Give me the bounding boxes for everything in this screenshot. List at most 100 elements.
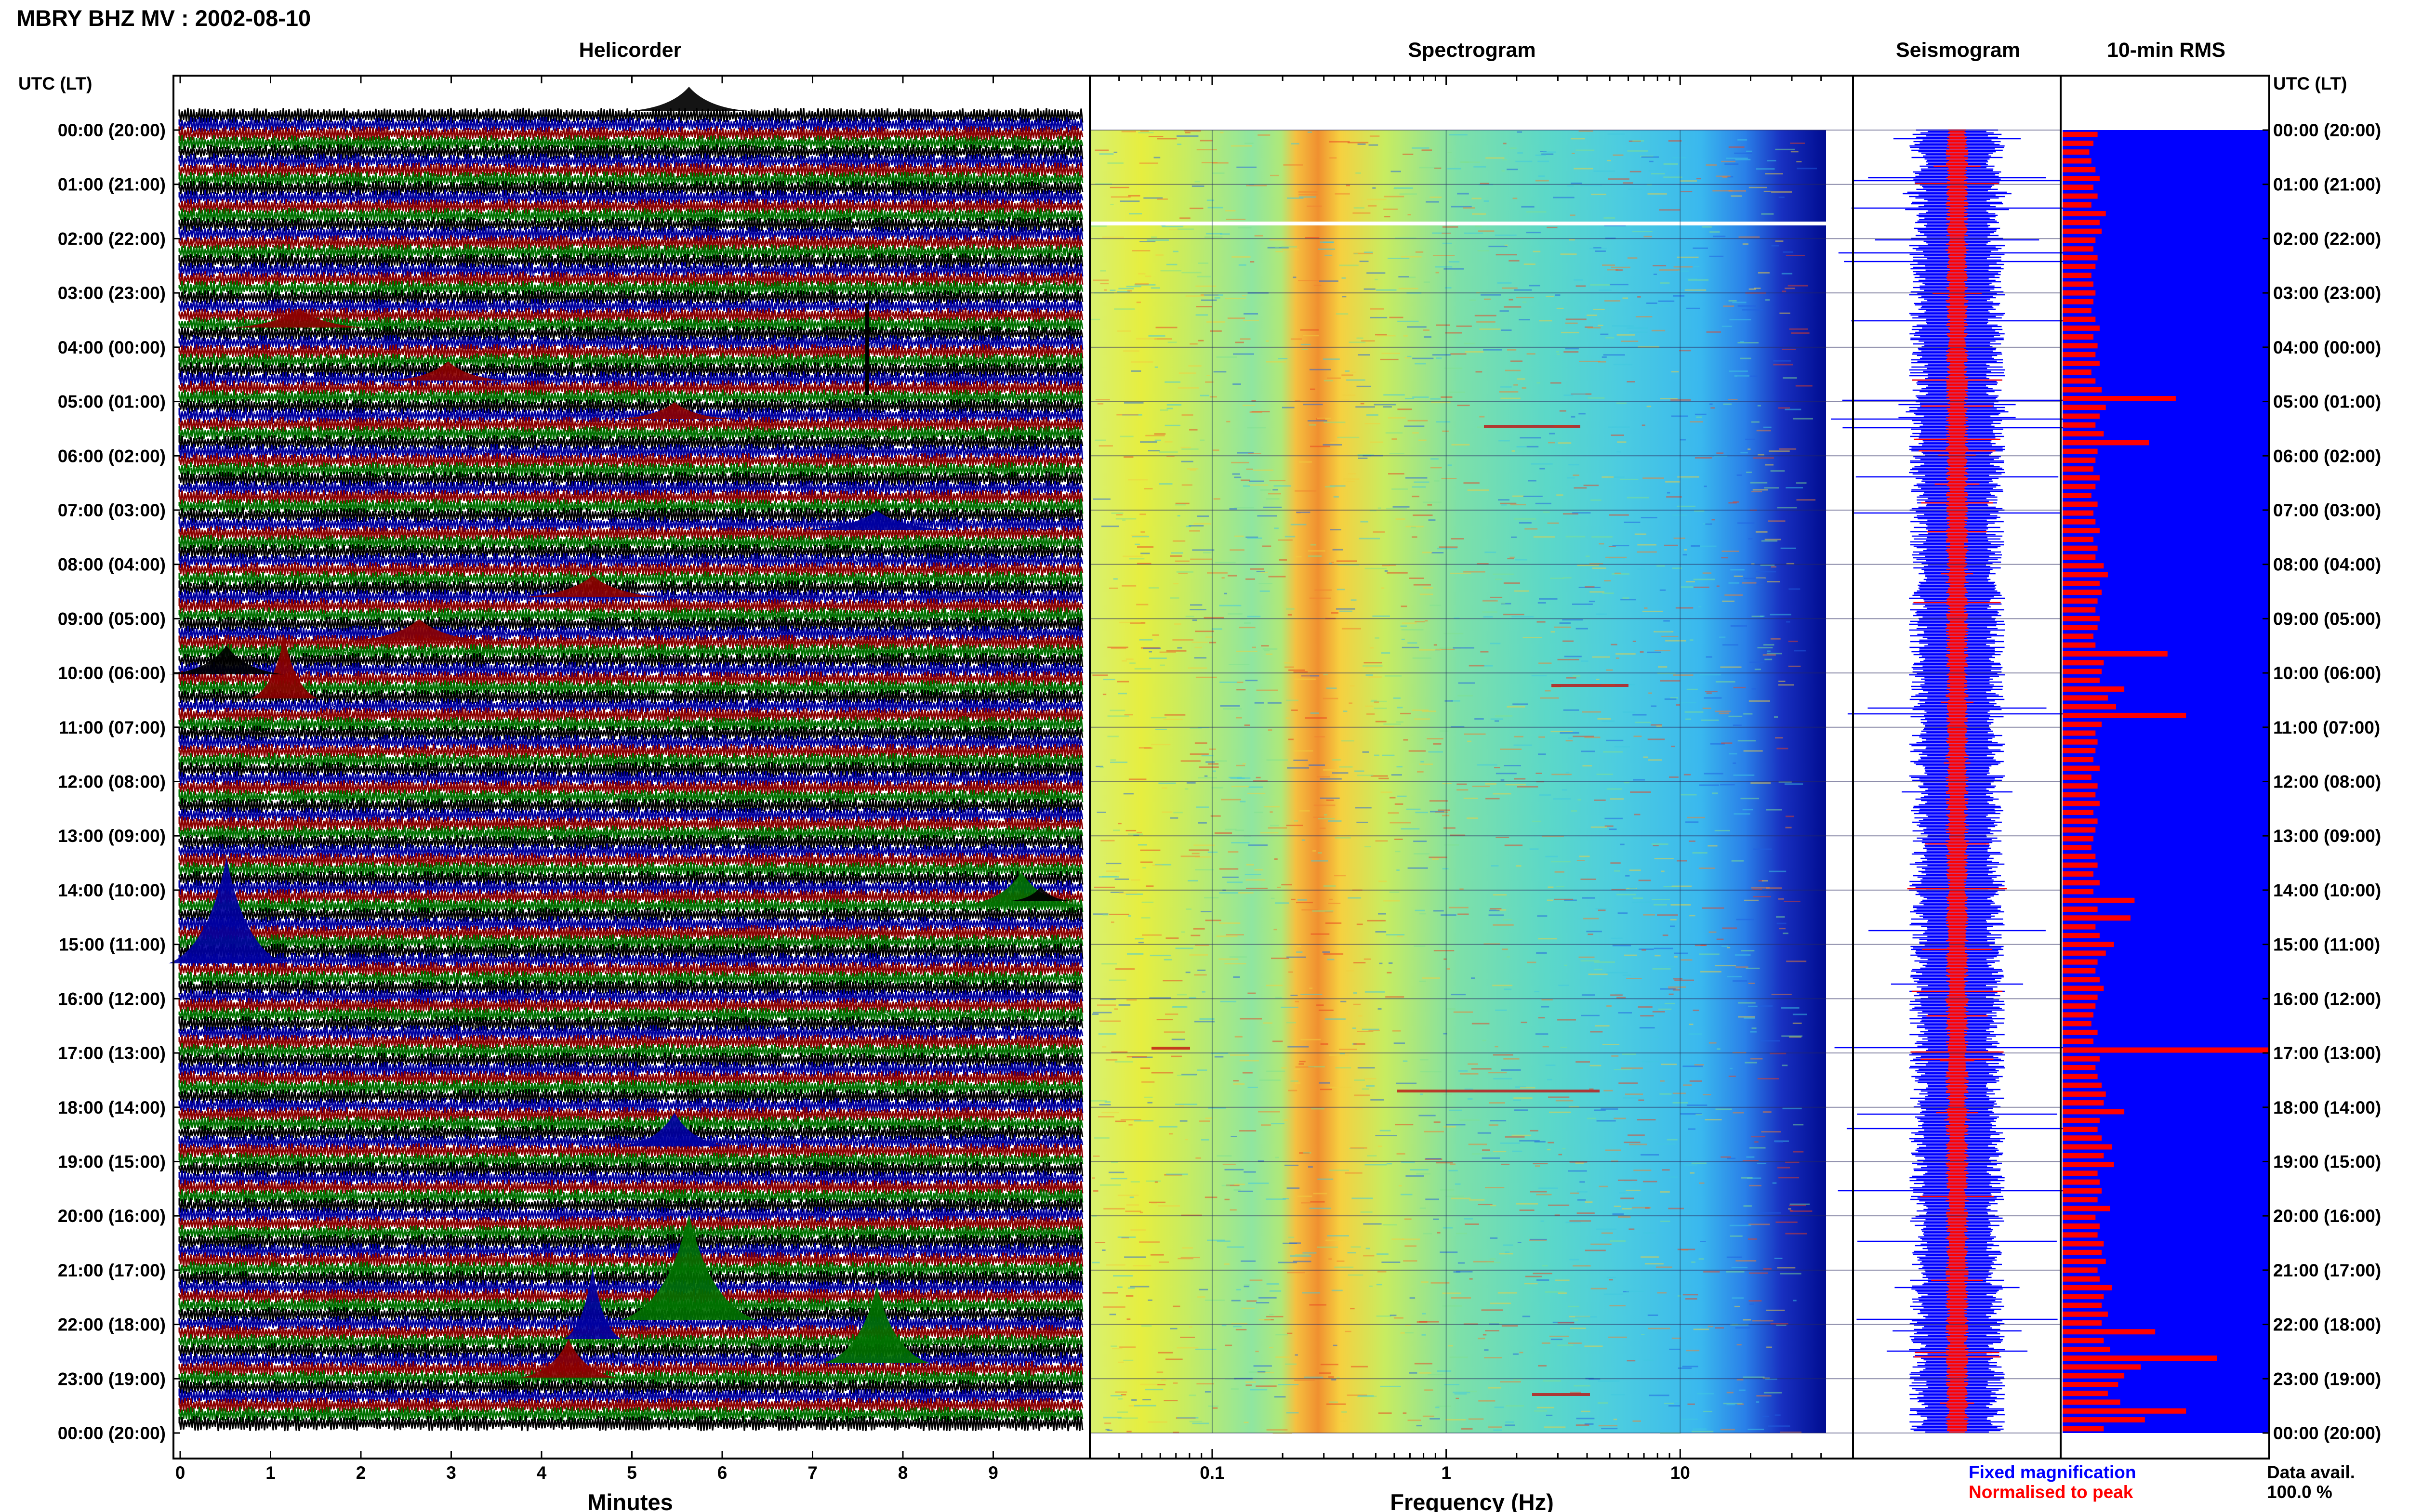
spectrogram-texture (1154, 439, 1161, 441)
helicorder-noise (1041, 187, 1044, 190)
spectrogram-texture (1242, 295, 1247, 297)
spectrogram-texture (1584, 736, 1601, 738)
time-label-right: 18:00 (14:00) (2273, 1098, 2381, 1118)
spectrogram-texture (1415, 909, 1425, 911)
spectrogram-texture (1231, 1300, 1241, 1302)
helicorder-noise (451, 313, 454, 316)
spectrogram-texture (1150, 1254, 1164, 1256)
spectrogram-texture (1252, 646, 1256, 648)
helicorder-trace (178, 580, 1084, 596)
spectrogram-texture (1109, 979, 1126, 981)
spectrogram-texture (1126, 1204, 1139, 1206)
spectrogram-texture (1436, 357, 1442, 359)
spectrogram-texture (1448, 1345, 1453, 1347)
spectrogram-texture (1114, 1061, 1133, 1063)
spectrogram-texture (1747, 1177, 1761, 1179)
seismogram-title: Seismogram (1896, 39, 2020, 62)
spectrogram-texture (1228, 851, 1239, 853)
spectrogram-texture (1235, 342, 1244, 343)
helicorder-noise (600, 1189, 603, 1191)
spectrogram-texture (1227, 1246, 1244, 1248)
spectrogram-texture (1238, 264, 1246, 266)
spectrogram-texture (1201, 162, 1218, 164)
spectrogram-texture (1142, 934, 1162, 936)
spectrogram-texture (1254, 812, 1263, 814)
helicorder-trace (178, 1406, 1084, 1422)
time-label-left: 07:00 (03:00) (58, 500, 166, 520)
helicorder-noise (234, 422, 237, 425)
spectrogram-texture (1395, 237, 1416, 239)
rms-bar (2063, 281, 2093, 287)
spectrogram-texture (1177, 144, 1182, 145)
helicorder-noise (947, 294, 949, 297)
spectrogram-texture (1302, 1252, 1317, 1254)
helicorder-trace (178, 235, 1084, 251)
spectrogram-texture (1451, 444, 1470, 446)
spectrogram-texture (1509, 147, 1517, 149)
spectrogram-texture (1456, 1271, 1473, 1273)
spectrogram-texture (1236, 689, 1246, 691)
spectrogram-texture (1395, 851, 1401, 853)
spectrogram-texture (1451, 1297, 1471, 1299)
spectrogram-texture (1358, 354, 1370, 356)
spectrogram-texture (1152, 864, 1163, 866)
spectrogram-texture (1359, 538, 1380, 539)
spectrogram-texture (1587, 1118, 1596, 1119)
helicorder-noise (477, 1388, 479, 1390)
spectrogram-texture (1760, 1040, 1780, 1042)
helicorder-noise (329, 1318, 332, 1321)
spectrogram-texture (1680, 180, 1697, 182)
helicorder-noise (621, 1211, 624, 1213)
spectrogram-texture (1504, 765, 1521, 766)
spectrogram-texture (1574, 168, 1593, 170)
helicorder-noise (657, 207, 659, 209)
helicorder-trace (178, 1125, 1084, 1141)
spectrogram-texture (1154, 338, 1172, 340)
helicorder-noise (932, 1340, 935, 1343)
spectrogram-texture (1200, 140, 1213, 142)
spectrogram-texture (1274, 527, 1279, 529)
spectrogram-texture (1194, 181, 1200, 183)
helicorder-noise (553, 299, 555, 300)
spectrogram-texture (1368, 144, 1378, 146)
spectrogram-texture (1175, 1104, 1198, 1105)
helicorder-noise (875, 437, 878, 440)
spectrogram-texture (1734, 152, 1752, 154)
spectrogram-texture (1681, 477, 1691, 479)
helicorder-event (805, 511, 949, 530)
spectrogram-texture (1151, 237, 1157, 238)
helicorder-noise (1002, 614, 1004, 617)
spectrogram-texture (1387, 572, 1408, 574)
helicorder-noise (354, 1227, 357, 1230)
spectrogram-texture (1489, 909, 1500, 911)
helicorder-noise (837, 732, 840, 734)
helicorder-noise (773, 697, 776, 700)
spectrogram-texture (1244, 835, 1251, 837)
spectrogram-texture (1375, 931, 1387, 933)
spectrogram-texture (1689, 1080, 1702, 1082)
spectrogram-texture (1109, 913, 1129, 915)
spectrogram-texture (1468, 1063, 1478, 1065)
spectrogram-texture (1778, 1177, 1800, 1179)
spectrogram-texture (1670, 399, 1691, 401)
spectrogram-texture (1763, 1392, 1782, 1394)
spectrogram-texture (1217, 1240, 1231, 1242)
helicorder-noise (601, 528, 603, 530)
spectrogram-texture (1604, 300, 1621, 302)
spectrogram-texture (1532, 820, 1541, 822)
spectrogram-texture (1319, 828, 1326, 829)
helicorder-noise (933, 949, 935, 953)
spectrogram-texture (1229, 508, 1237, 510)
spectrogram-texture (1424, 1131, 1444, 1132)
helicorder-noise (313, 948, 315, 950)
spectrogram-texture (1154, 864, 1172, 866)
helicorder-noise (263, 1125, 265, 1127)
spectrogram-texture (1339, 766, 1353, 768)
spectrogram-texture (1704, 486, 1707, 487)
helicorder-noise (916, 1250, 919, 1253)
spectrogram-texture (1172, 639, 1194, 641)
spectrogram-texture (1136, 338, 1157, 340)
helicorder-event (1012, 886, 1070, 901)
spectrogram-texture (1102, 237, 1124, 238)
spectrogram-texture (1374, 404, 1396, 406)
